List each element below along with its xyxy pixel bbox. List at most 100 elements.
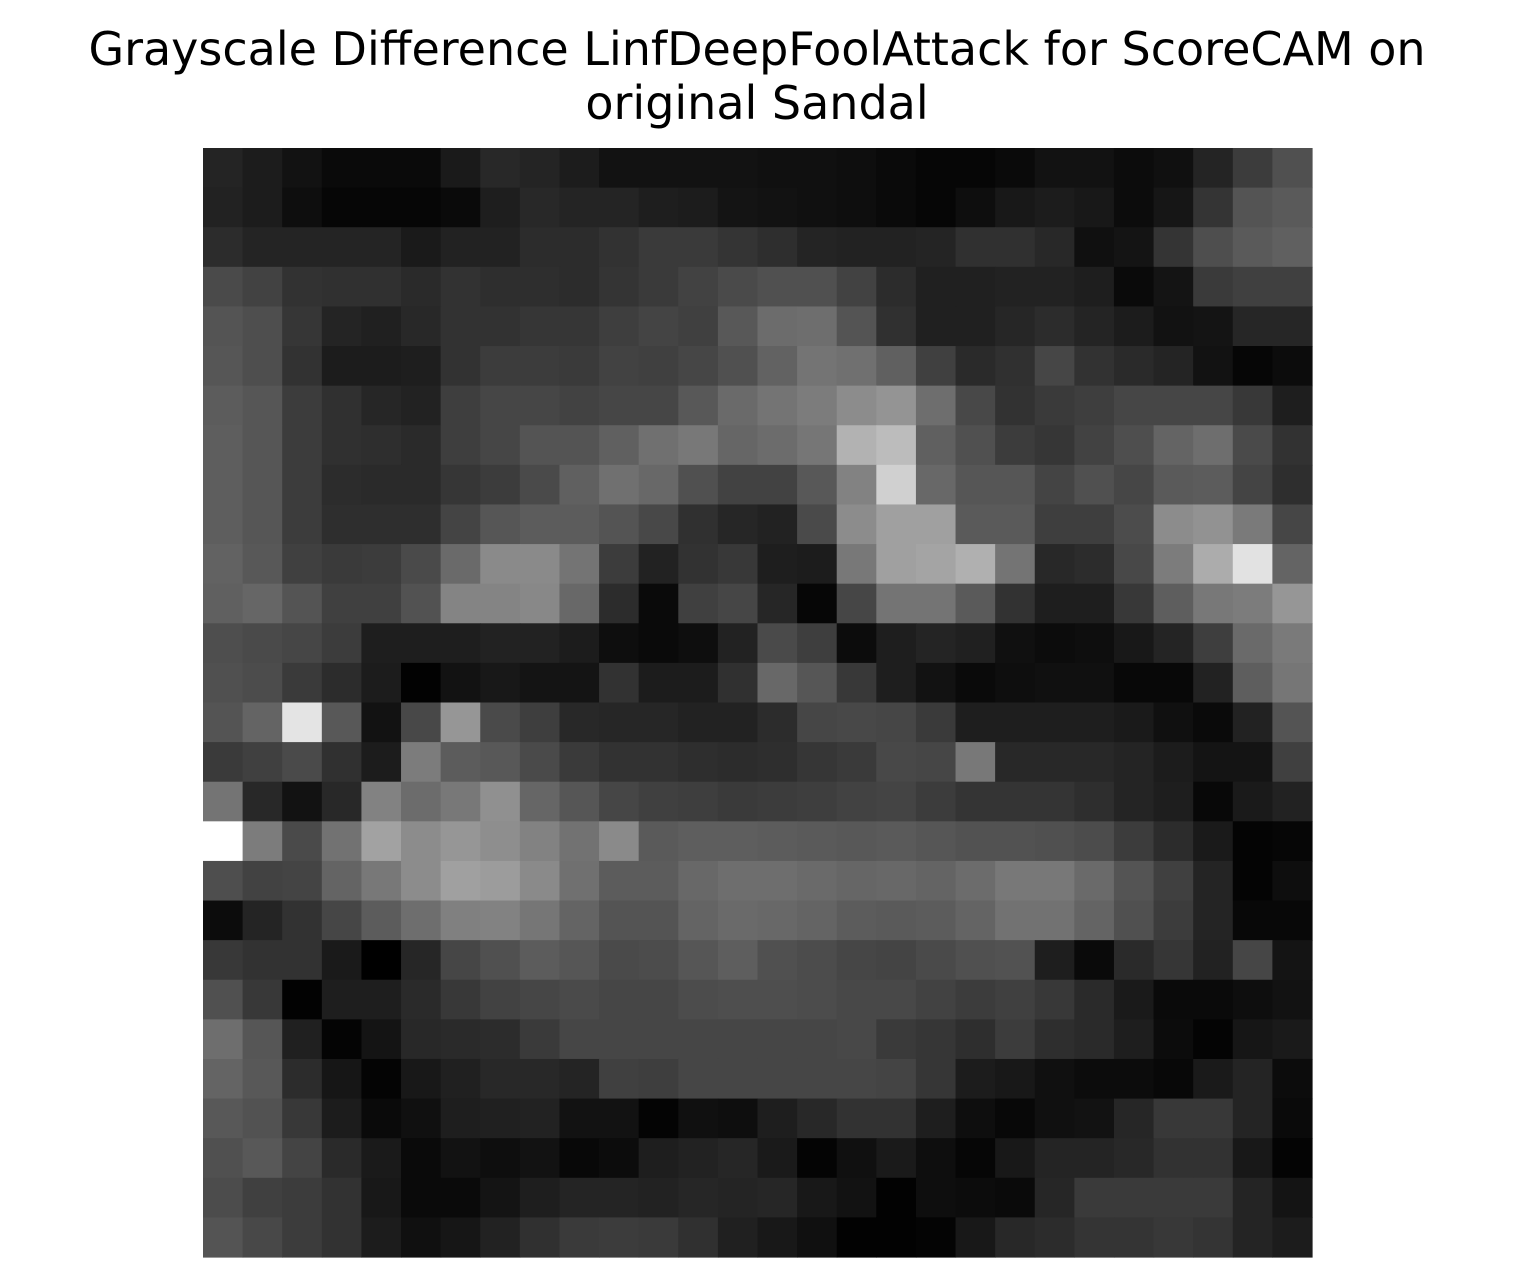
heatmap-cell	[519, 266, 561, 308]
heatmap-cell	[559, 1217, 600, 1258]
heatmap-cell	[401, 306, 442, 347]
heatmap-cell	[321, 227, 363, 268]
heatmap-cell	[955, 583, 996, 624]
heatmap-cell	[401, 266, 442, 308]
heatmap-cell	[1153, 187, 1194, 228]
heatmap-cell	[876, 821, 917, 862]
heatmap-cell	[995, 781, 1036, 822]
heatmap-cell	[757, 821, 798, 862]
heatmap-cell	[203, 1217, 244, 1258]
heatmap-cell	[599, 940, 640, 981]
heatmap-cell	[1074, 385, 1115, 426]
heatmap-cell	[876, 940, 917, 981]
heatmap-cell	[836, 425, 877, 466]
heatmap-cell	[282, 148, 323, 189]
heatmap-cell	[1074, 742, 1115, 783]
heatmap-cell	[599, 860, 640, 902]
heatmap-cell	[361, 544, 402, 585]
heatmap-cell	[440, 385, 481, 426]
heatmap-cell	[717, 464, 759, 506]
heatmap-cell	[1153, 227, 1194, 268]
heatmap-cell	[480, 583, 521, 624]
heatmap-cell	[797, 1138, 838, 1179]
heatmap-cell	[915, 227, 957, 268]
heatmap-cell	[282, 1019, 323, 1060]
heatmap-cell	[836, 662, 877, 704]
heatmap-cell	[242, 148, 283, 189]
heatmap-cell	[995, 227, 1036, 268]
heatmap-cell	[876, 187, 917, 228]
heatmap-cell	[361, 227, 402, 268]
heatmap-cell	[995, 148, 1036, 189]
heatmap-cell	[242, 702, 283, 743]
heatmap-cell	[1034, 1177, 1075, 1218]
heatmap-cell	[519, 742, 561, 783]
heatmap-cell	[638, 1058, 679, 1100]
heatmap-cell	[1034, 1217, 1075, 1258]
heatmap-cell	[1074, 425, 1115, 466]
heatmap-cell	[321, 346, 363, 387]
heatmap-cell	[1074, 979, 1115, 1020]
heatmap-cell	[242, 860, 283, 902]
heatmap-cell	[836, 702, 877, 743]
heatmap-cell	[717, 504, 759, 545]
heatmap-cell	[282, 464, 323, 506]
heatmap-cell	[1074, 781, 1115, 822]
heatmap-cell	[836, 346, 877, 387]
heatmap-cell	[717, 425, 759, 466]
heatmap-cell	[717, 979, 759, 1020]
heatmap-cell	[638, 742, 679, 783]
heatmap-cell	[1034, 227, 1075, 268]
heatmap-cell	[678, 781, 719, 822]
heatmap-cell	[797, 821, 838, 862]
heatmap-cell	[638, 266, 679, 308]
heatmap-cell	[599, 306, 640, 347]
heatmap-cell	[599, 1058, 640, 1100]
heatmap-cell	[836, 266, 877, 308]
heatmap-cell	[1153, 306, 1194, 347]
heatmap-cell	[955, 702, 996, 743]
heatmap-cell	[797, 979, 838, 1020]
heatmap-cell	[876, 979, 917, 1020]
heatmap-cell	[1193, 464, 1234, 506]
heatmap-cell	[876, 544, 917, 585]
heatmap-cell	[1193, 940, 1234, 981]
heatmap-cell	[1153, 425, 1194, 466]
heatmap-cell	[717, 742, 759, 783]
heatmap-cell	[519, 187, 561, 228]
heatmap-cell	[1232, 227, 1273, 268]
heatmap-cell	[599, 346, 640, 387]
heatmap-cell	[401, 583, 442, 624]
heatmap-cell	[1034, 544, 1075, 585]
heatmap-cell	[282, 1058, 323, 1100]
heatmap-cell	[915, 979, 957, 1020]
heatmap-cell	[361, 742, 402, 783]
heatmap-cell	[401, 623, 442, 664]
heatmap-cell	[757, 504, 798, 545]
heatmap-cell	[282, 306, 323, 347]
heatmap-cell	[638, 900, 679, 941]
heatmap-cell	[1113, 1217, 1155, 1258]
heatmap-cell	[1193, 662, 1234, 704]
heatmap-cell	[440, 464, 481, 506]
heatmap-cell	[995, 623, 1036, 664]
heatmap-cell	[401, 148, 442, 189]
heatmap-cell	[480, 1217, 521, 1258]
heatmap-cell	[1113, 1019, 1155, 1060]
heatmap-cell	[282, 781, 323, 822]
heatmap-cell	[1074, 306, 1115, 347]
heatmap-cell	[1153, 623, 1194, 664]
heatmap-cell	[915, 821, 957, 862]
heatmap-cell	[1193, 1058, 1234, 1100]
heatmap-cell	[599, 662, 640, 704]
heatmap-cell	[321, 544, 363, 585]
heatmap-cell	[1153, 148, 1194, 189]
heatmap-cell	[519, 1217, 561, 1258]
heatmap-cell	[480, 187, 521, 228]
heatmap-cell	[1272, 1177, 1313, 1218]
chart-title-line-2: original Sandal	[585, 76, 929, 130]
heatmap-cell	[678, 187, 719, 228]
heatmap-cell	[638, 821, 679, 862]
heatmap-cell	[1034, 821, 1075, 862]
heatmap-cell	[559, 860, 600, 902]
